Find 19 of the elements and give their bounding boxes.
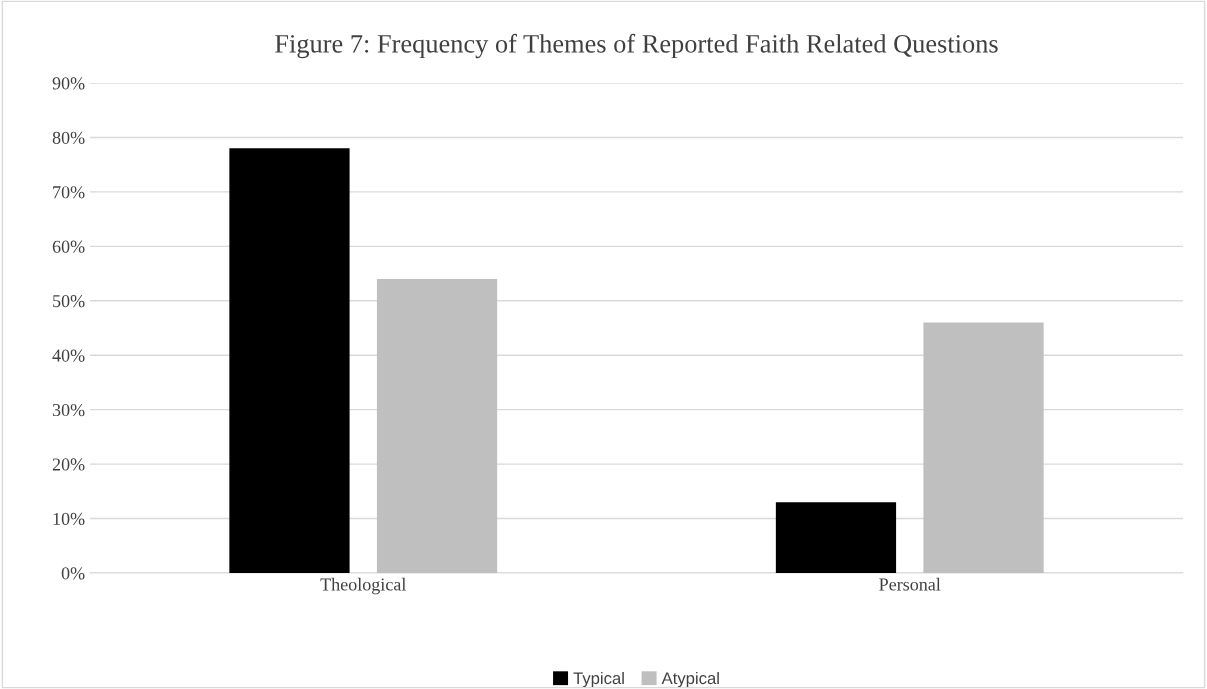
y-tick-label: 80% (52, 131, 85, 144)
y-tick-label: 20% (52, 458, 85, 471)
bar (376, 279, 498, 573)
y-tick-label: 70% (53, 186, 85, 199)
y-tick-label: 40% (52, 349, 85, 362)
bar (775, 502, 897, 573)
y-tick-label: 10% (53, 512, 85, 526)
y-tick-label: 50% (53, 295, 85, 308)
y-tick-label: 60% (52, 240, 85, 253)
x-tick-label: Personal (879, 577, 941, 591)
bar (229, 148, 350, 573)
chart-title: Figure 7: Frequency of Themes of Reported Faith Related Questions (275, 33, 998, 59)
y-tick-label: 90% (52, 77, 85, 90)
y-tick-label: 0% (61, 567, 85, 580)
legend-label: Atypical (661, 671, 719, 688)
x-tick-label: Theological (320, 577, 406, 595)
bar (923, 322, 1044, 573)
legend-label: Typical (573, 671, 624, 688)
y-tick-label: 30% (52, 403, 85, 417)
